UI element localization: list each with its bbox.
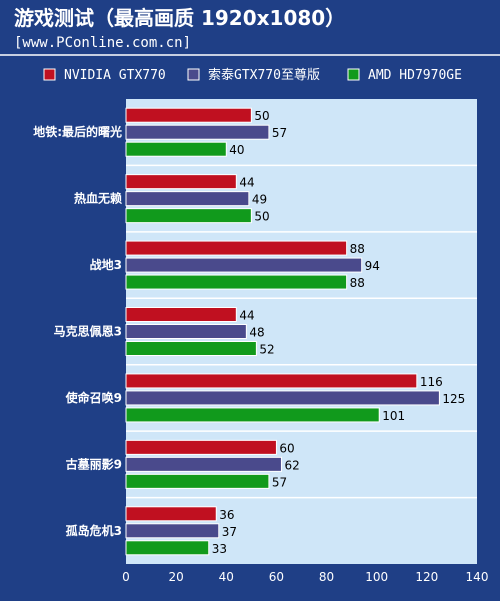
legend-label: NVIDIA GTX770 — [64, 68, 166, 83]
chart-subtitle: [www.PConline.com.cn] — [14, 35, 191, 51]
legend-label: AMD HD7970GE — [368, 68, 462, 83]
bar — [125, 473, 270, 489]
data-label: 101 — [382, 409, 405, 423]
data-label: 44 — [239, 176, 254, 190]
bar — [125, 407, 380, 423]
data-label: 57 — [272, 126, 287, 140]
bar — [125, 324, 247, 339]
bar — [125, 341, 257, 356]
data-label: 44 — [239, 309, 254, 323]
category-label: 孤岛危机3 — [66, 523, 122, 538]
bar — [125, 240, 348, 256]
category-separators — [126, 164, 477, 499]
bar — [125, 523, 220, 539]
data-label: 50 — [254, 109, 269, 123]
data-label: 88 — [350, 242, 365, 256]
data-label: 33 — [212, 542, 227, 556]
data-label: 48 — [249, 326, 264, 340]
x-tick-label: 40 — [219, 570, 234, 584]
x-axis-ticks: 0 20 40 60 80 100 120 140 — [122, 570, 488, 584]
bar — [125, 373, 418, 389]
data-label: 50 — [254, 210, 269, 224]
bar — [125, 174, 237, 190]
bar — [125, 107, 252, 123]
data-label: 125 — [442, 392, 465, 406]
bar — [125, 257, 363, 273]
data-label: 94 — [365, 259, 380, 273]
bar — [125, 456, 282, 472]
data-label: 52 — [259, 343, 274, 357]
bars: 5057404449508894884448521161251016062573… — [125, 107, 465, 556]
x-tick-label: 120 — [415, 570, 438, 584]
data-label: 60 — [279, 441, 294, 455]
x-tick-label: 20 — [169, 570, 184, 584]
x-tick-label: 80 — [319, 570, 334, 584]
x-tick-label: 140 — [466, 570, 489, 584]
data-label: 40 — [229, 143, 244, 157]
bar — [125, 439, 277, 455]
category-label: 热血无赖 — [74, 191, 122, 206]
category-label: 战地3 — [90, 257, 122, 272]
x-tick-label: 60 — [269, 570, 284, 584]
legend-label: 索泰GTX770至尊版 — [208, 67, 320, 83]
bar — [125, 191, 250, 207]
data-label: 62 — [284, 458, 299, 472]
x-tick-label: 100 — [365, 570, 388, 584]
legend: NVIDIA GTX770 索泰GTX770至尊版 AMD HD7970GE — [43, 67, 462, 83]
x-tick-label: 0 — [122, 570, 130, 584]
data-label: 88 — [350, 276, 365, 290]
data-label: 37 — [222, 525, 237, 539]
bar — [125, 274, 348, 290]
data-label: 57 — [272, 475, 287, 489]
bar — [125, 208, 252, 224]
bar — [125, 390, 440, 406]
category-label: 使命召唤9 — [65, 390, 122, 405]
legend-swatch — [347, 68, 360, 81]
legend-swatch — [187, 68, 200, 81]
category-label: 古墓丽影9 — [66, 456, 122, 471]
data-label: 49 — [252, 193, 267, 207]
bar — [125, 141, 227, 157]
bar — [125, 506, 217, 522]
category-label: 地铁:最后的曙光 — [33, 124, 122, 139]
bar — [125, 540, 210, 556]
chart-title: 游戏测试（最高画质 1920x1080） — [14, 6, 345, 30]
data-label: 116 — [420, 375, 443, 389]
data-label: 36 — [219, 508, 234, 522]
legend-swatch — [43, 68, 56, 81]
bar — [125, 124, 270, 140]
category-label: 马克思佩恩3 — [54, 324, 122, 339]
bar — [125, 307, 237, 322]
